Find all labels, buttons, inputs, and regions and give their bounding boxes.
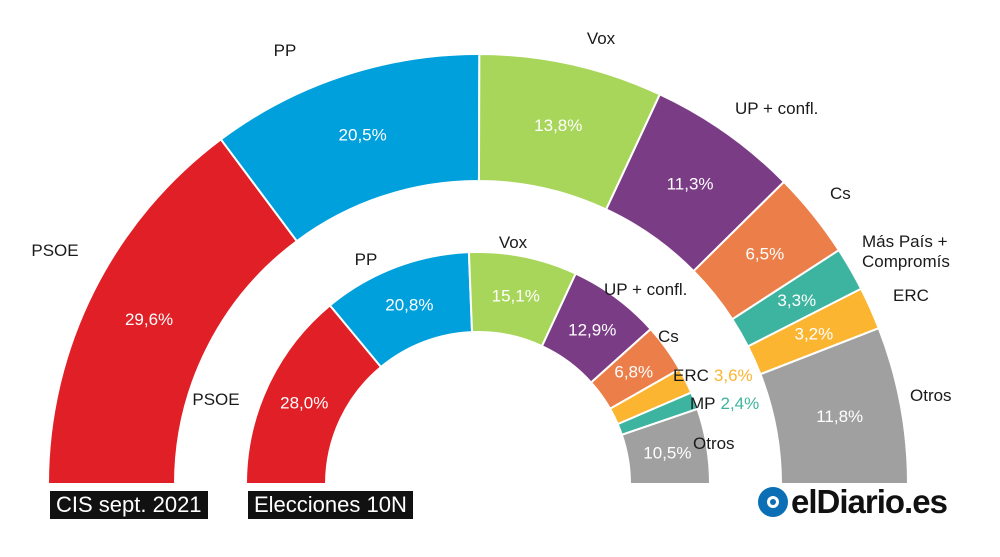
inner-slice-otros bbox=[620, 407, 712, 485]
inner-value-label-mp: 2,4% bbox=[721, 394, 760, 413]
logo-mark-icon bbox=[758, 487, 788, 517]
inner-value-label-psoe: 28,0% bbox=[280, 393, 328, 412]
outer-value-label-vox: 13,8% bbox=[534, 116, 582, 135]
inner-party-label-erc: ERC 3,6% bbox=[673, 366, 753, 385]
inner-value-label-vox: 15,1% bbox=[492, 287, 540, 306]
outer-value-label-up-confl: 11,3% bbox=[667, 174, 714, 193]
inner-party-label-psoe: PSOE bbox=[192, 390, 239, 409]
eldiario-logo: elDiario.es bbox=[758, 482, 948, 522]
inner-party-label-otros: Otros bbox=[693, 434, 735, 453]
inner-chart-title: Elecciones 10N bbox=[248, 491, 413, 519]
outer-party-label-otros: Otros bbox=[910, 386, 952, 405]
outer-value-label-erc: 3,2% bbox=[794, 325, 833, 344]
inner-party-label-pp: PP bbox=[355, 250, 378, 269]
inner-value-label-pp: 20,8% bbox=[385, 296, 433, 315]
inner-party-label-cs: Cs bbox=[658, 327, 679, 346]
inner-value-label-erc: 3,6% bbox=[714, 366, 753, 385]
outer-party-label-pp: PP bbox=[274, 41, 297, 60]
inner-value-label-cs: 6,8% bbox=[614, 363, 653, 382]
logo-text: elDiario.es bbox=[791, 483, 948, 520]
outer-value-label-pp: 20,5% bbox=[339, 126, 387, 145]
outer-party-label-psoe: PSOE bbox=[31, 241, 78, 260]
outer-slice-otros bbox=[759, 326, 910, 485]
outer-party-label-up-confl: UP + confl. bbox=[735, 99, 818, 118]
outer-value-label-psoe: 29,6% bbox=[125, 310, 173, 329]
inner-party-label-mp: MP 2,4% bbox=[690, 394, 759, 413]
inner-value-label-up-confl: 12,9% bbox=[568, 321, 616, 340]
outer-value-label-cs: 6,5% bbox=[745, 244, 784, 263]
outer-value-label-otros: 11,8% bbox=[816, 407, 863, 426]
outer-party-label-erc: ERC bbox=[893, 286, 929, 305]
outer-party-label-vox: Vox bbox=[587, 29, 616, 48]
inner-value-label-otros: 10,5% bbox=[643, 444, 691, 463]
outer-chart-title: CIS sept. 2021 bbox=[50, 491, 208, 519]
outer-party-label-cs: Cs bbox=[830, 184, 851, 203]
outer-value-label-m-s-pa-s-comprom-s: 3,3% bbox=[777, 291, 816, 310]
inner-party-label-vox: Vox bbox=[499, 233, 528, 252]
outer-party-label-m-s-pa-s-comprom-s: Más País + Compromís bbox=[862, 232, 950, 271]
inner-party-label-up-confl: UP + confl. bbox=[604, 280, 687, 299]
